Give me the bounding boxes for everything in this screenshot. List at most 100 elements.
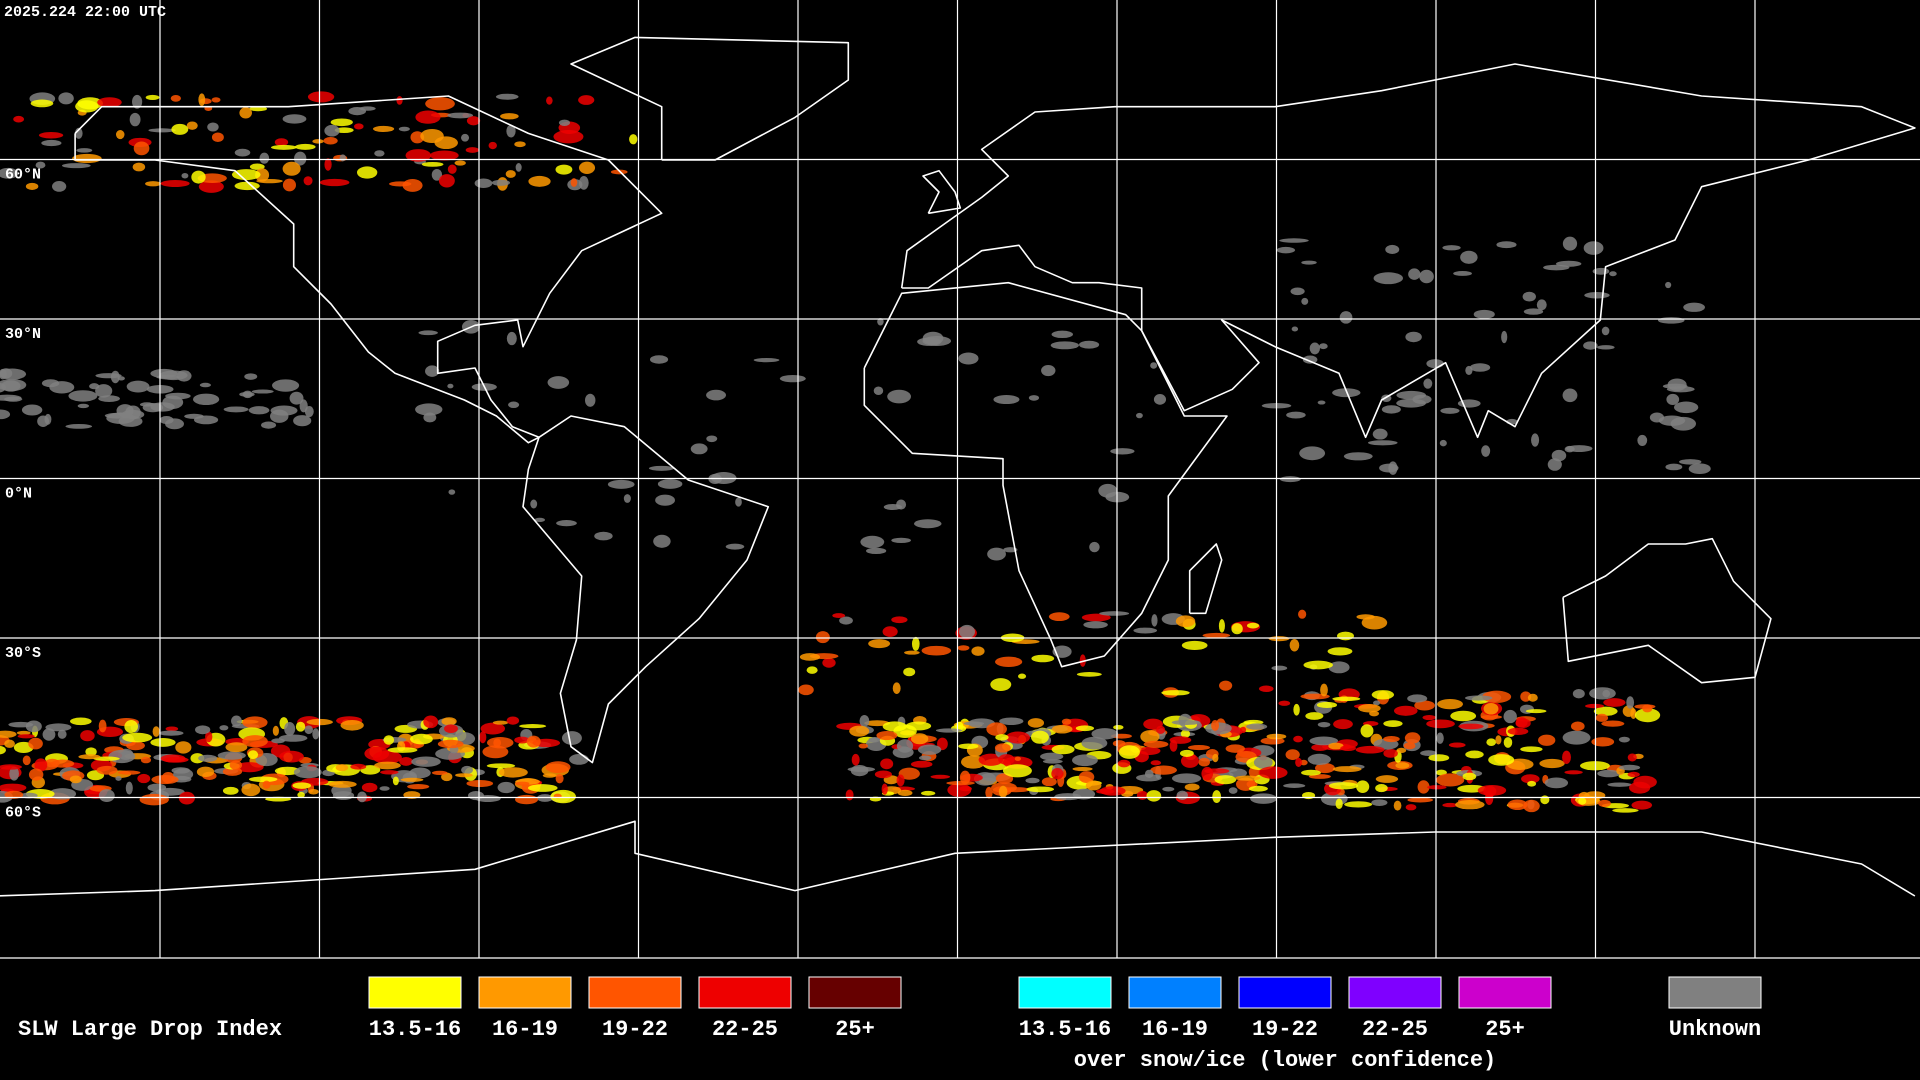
cloud-patch [1527, 780, 1537, 787]
cloud-patch [186, 121, 198, 130]
cloud-patch [259, 152, 270, 164]
cloud-patch [274, 138, 289, 147]
cloud-patch [1591, 737, 1615, 747]
cloud-patch [231, 169, 261, 181]
cloud-patch [304, 406, 314, 418]
legend-swatch [1128, 976, 1222, 1009]
cloud-patch [903, 667, 916, 677]
cloud-patch [1527, 693, 1538, 702]
cloud-patch [415, 110, 441, 124]
cloud-patch [247, 750, 259, 759]
cloud-patch [610, 169, 628, 175]
cloud-patch [1634, 704, 1656, 710]
cloud-overlay [0, 91, 1711, 813]
cloud-patch [556, 520, 577, 527]
cloud-patch [117, 770, 141, 775]
cloud-patch [706, 389, 727, 401]
cloud-patch [434, 136, 458, 150]
cloud-patch [465, 147, 480, 153]
cloud-patch [1303, 660, 1333, 670]
cloud-patch [971, 646, 985, 656]
cloud-patch [1187, 745, 1210, 751]
cloud-patch [657, 479, 683, 489]
antarctica-coast [0, 820, 1916, 897]
cloud-patch [1612, 808, 1639, 813]
cloud-patch [1153, 394, 1167, 405]
cloud-patch [623, 494, 631, 503]
cloud-patch [1483, 785, 1497, 797]
cloud-patch [255, 168, 270, 182]
cloud-patch [425, 97, 455, 111]
cloud-patch [68, 390, 98, 402]
cloud-patch [897, 789, 913, 797]
cloud-patch [1597, 345, 1615, 350]
cloud-patch [122, 732, 153, 743]
cloud-patch [1072, 766, 1093, 772]
cloud-patch [1355, 745, 1385, 754]
cloud-patch [735, 497, 742, 507]
cloud-patch [392, 776, 399, 786]
cloud-patch [339, 154, 346, 162]
cloud-patch [1176, 790, 1188, 800]
cloud-patch [1372, 428, 1388, 440]
cloud-patch [1278, 700, 1291, 706]
cloud-patch [248, 776, 278, 783]
cloud-patch [1219, 680, 1233, 691]
cloud-patch [150, 368, 178, 379]
cloud-patch [1302, 355, 1318, 364]
cloud-patch [1439, 439, 1447, 447]
cloud-patch [1407, 694, 1428, 703]
cloud-patch [1162, 786, 1175, 792]
cloud-patch [0, 764, 22, 770]
cloud-patch [706, 435, 718, 443]
cloud-patch [1293, 735, 1303, 743]
cloud-patch [70, 717, 92, 726]
cloud-patch [61, 163, 91, 169]
cloud-patch [527, 784, 558, 792]
cloud-patch [372, 125, 395, 132]
cloud-patch [978, 753, 1004, 766]
cloud-patch [1317, 721, 1331, 728]
cloud-patch [1340, 745, 1356, 752]
cloud-patch [324, 124, 340, 137]
cloud-patch [1585, 703, 1605, 709]
cloud-patch [1525, 709, 1547, 714]
cloud-patch [17, 734, 35, 739]
cloud-patch [8, 721, 34, 728]
cloud-patch [4, 790, 24, 799]
cloud-patch [129, 112, 141, 127]
cloud-patch [578, 95, 595, 105]
cloud-patch [584, 393, 596, 407]
cloud-patch [139, 793, 169, 806]
legend-label: 22-25 [712, 1017, 778, 1042]
cloud-patch [493, 738, 502, 748]
cloud-patch [1356, 780, 1370, 794]
cloud-patch [896, 739, 914, 753]
cloud-patch [13, 115, 25, 123]
cloud-patch [1143, 718, 1163, 730]
cloud-patch [1423, 378, 1433, 389]
cloud-patch [919, 755, 932, 761]
legend-label: Unknown [1669, 1017, 1761, 1042]
cloud-patch [1018, 673, 1027, 679]
cloud-patch [1666, 393, 1680, 405]
cloud-patch [993, 395, 1020, 405]
cloud-patch [1562, 750, 1571, 765]
cloud-patch [1562, 730, 1591, 745]
cloud-patch [990, 678, 1012, 691]
cloud-patch [359, 106, 376, 111]
graticule: 60°N 30°N 0°N 30°S 60°S [0, 0, 1920, 958]
cloud-patch [1437, 698, 1463, 710]
cloud-patch [307, 91, 335, 103]
cloud-patch [725, 543, 745, 550]
cloud-patch [272, 725, 279, 736]
legend-title: SLW Large Drop Index [18, 1017, 282, 1042]
cloud-patch [387, 747, 418, 753]
cloud-patch [1025, 777, 1040, 784]
cloud-patch [398, 126, 410, 132]
cloud-patch [198, 93, 206, 107]
cloud-patch [1298, 609, 1307, 619]
cloud-patch [892, 682, 901, 694]
cloud-patch [1665, 463, 1683, 471]
